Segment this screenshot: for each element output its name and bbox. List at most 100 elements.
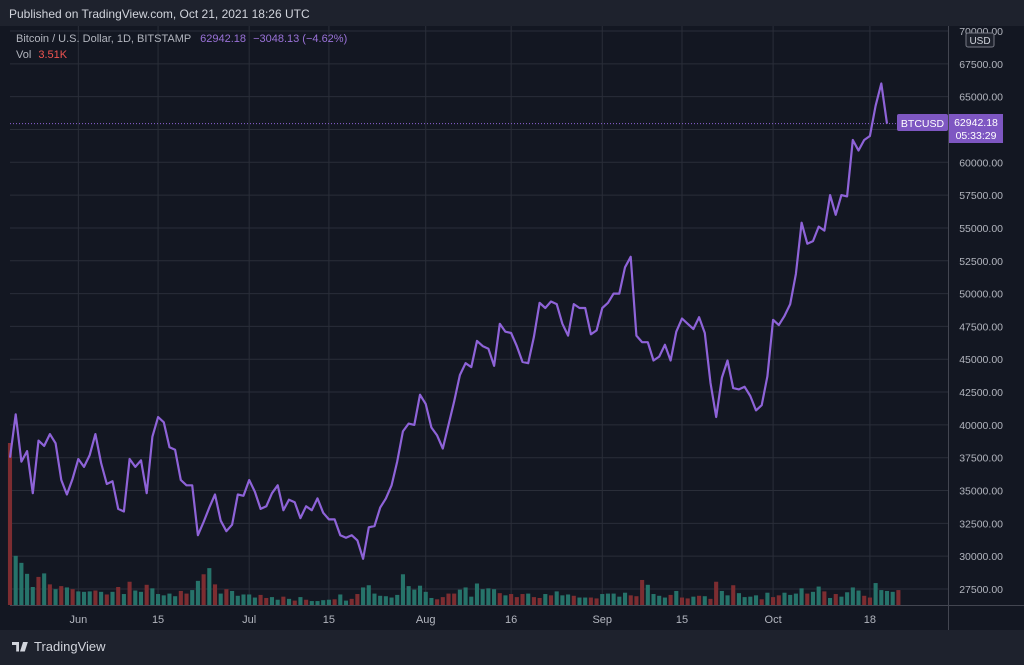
volume-bar (70, 589, 75, 605)
price-axis-label: 40000.00 (959, 420, 1003, 432)
volume-bar (867, 597, 872, 605)
volume-bar (594, 598, 599, 605)
volume-bar (25, 573, 30, 605)
volume-bar (514, 597, 519, 605)
price-tag-ticker: BTCUSD (901, 118, 945, 130)
volume-bar (577, 597, 582, 605)
price-axis-label: 47500.00 (959, 321, 1003, 333)
volume-bar (560, 595, 565, 605)
volume-bar (714, 581, 719, 605)
volume-bar (645, 584, 650, 605)
volume-bar (548, 595, 554, 605)
price-axis-label: 35000.00 (959, 486, 1003, 498)
volume-bar (566, 594, 571, 605)
volume-bar (600, 594, 605, 605)
currency-badge[interactable]: USD (965, 32, 995, 48)
price-axis-label: 67500.00 (959, 59, 1003, 71)
volume-bar (856, 590, 861, 605)
volume-bar (583, 597, 588, 605)
volume-bar (873, 583, 878, 605)
volume-bar (446, 593, 451, 605)
volume-bar (321, 600, 326, 605)
volume-bar (406, 586, 411, 605)
time-axis[interactable]: Jun 15 Jul 15 Aug 16 Sep 15 Oct 18 (69, 614, 876, 626)
price-axis-label: 60000.00 (959, 157, 1003, 169)
price-line (8, 82, 889, 560)
volume-bar (64, 587, 69, 605)
volume-bar (378, 595, 383, 605)
volume-bar (759, 599, 764, 605)
volume-bar (110, 591, 115, 605)
volume-bar (457, 589, 462, 605)
volume-bar (361, 587, 366, 605)
volume-bar (571, 595, 576, 605)
volume-bar (247, 594, 252, 605)
volume-bar (423, 591, 428, 605)
volume-bar (748, 596, 753, 605)
volume-bar (862, 595, 867, 605)
volume-bar (121, 594, 126, 605)
volume-bar (241, 594, 246, 605)
volume-bar (104, 594, 109, 605)
volume-bar (13, 555, 18, 605)
volume-bar (195, 580, 200, 605)
volume-value: 3.51K (38, 49, 68, 61)
volume-bar (469, 596, 474, 605)
volume-bar (833, 594, 838, 605)
volume-bar (810, 591, 816, 605)
time-axis-label: 18 (864, 614, 876, 626)
volume-bar (133, 590, 138, 605)
volume-bar (212, 584, 218, 605)
tradingview-logo-icon (12, 642, 28, 652)
grid-lines (10, 26, 948, 605)
volume-bar (207, 568, 212, 605)
tradingview-brand[interactable]: TradingView (12, 639, 106, 654)
volume-bar (275, 599, 280, 605)
volume-bar (76, 591, 81, 605)
volume-bar (651, 594, 656, 605)
time-axis-label: 15 (323, 614, 335, 626)
volume-bar (338, 594, 343, 605)
volume-bar (719, 590, 724, 605)
volume-bar (543, 594, 548, 605)
volume-bar (292, 600, 297, 605)
time-axis-label: 15 (152, 614, 164, 626)
price-tag: BTCUSD 62942.18 05:33:29 (897, 114, 1003, 143)
price-axis[interactable]: 27500.00 30000.00 32500.00 35000.00 37500.00… (959, 26, 1003, 596)
volume-bar (304, 599, 309, 605)
volume-bar (372, 593, 377, 605)
symbol-legend[interactable]: Bitcoin / U.S. Dollar, 1D, BITSTAMP 6294… (16, 33, 347, 45)
volume-bar (144, 584, 149, 605)
volume-bar (138, 591, 144, 605)
volume-bar (668, 594, 673, 605)
volume-bar (685, 598, 690, 605)
volume-legend[interactable]: Vol 3.51K (16, 49, 67, 61)
volume-bar (839, 596, 844, 605)
volume-bar (771, 597, 776, 605)
volume-bar (218, 593, 223, 605)
price-axis-label: 42500.00 (959, 387, 1003, 399)
volume-bar (201, 574, 206, 605)
volume-bar (264, 597, 269, 605)
volume-bar (492, 589, 497, 605)
time-axis-label: 16 (505, 614, 517, 626)
volume-bar (708, 598, 713, 605)
published-text: Published on TradingView.com, Oct 21, 20… (9, 7, 310, 21)
volume-bar (520, 594, 525, 605)
volume-bar (252, 597, 257, 605)
volume-bar (190, 590, 195, 605)
volume-bar (845, 592, 850, 605)
volume-bar (474, 583, 480, 605)
volume-bar (429, 597, 434, 605)
volume-bar (526, 593, 531, 605)
volume-bar (742, 597, 747, 605)
volume-bar (793, 593, 798, 605)
volume-bar (30, 587, 35, 605)
volume-bar (281, 596, 286, 605)
volume-bar (435, 599, 440, 605)
volume-bar (173, 596, 178, 605)
volume-bar (315, 601, 320, 605)
volume-bar (480, 589, 485, 605)
price-axis-label: 27500.00 (959, 584, 1003, 596)
